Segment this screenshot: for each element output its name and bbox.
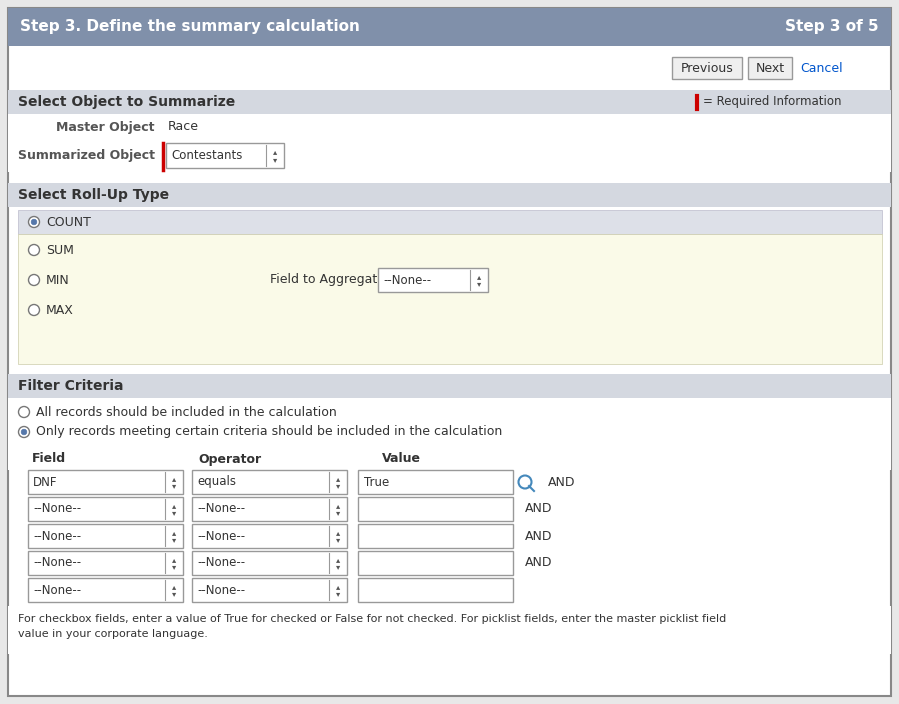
Text: Master Object: Master Object — [57, 120, 155, 134]
Text: ▴
▾: ▴ ▾ — [172, 528, 176, 544]
Text: All records should be included in the calculation: All records should be included in the ca… — [36, 406, 337, 418]
Bar — [8, 398, 891, 448]
Text: Step 3 of 5: Step 3 of 5 — [786, 20, 879, 34]
Text: COUNT: COUNT — [46, 215, 91, 229]
Text: Cancel: Cancel — [800, 61, 842, 75]
Circle shape — [29, 275, 40, 286]
Text: --None--: --None-- — [197, 584, 245, 596]
Bar — [192, 551, 347, 575]
Text: --None--: --None-- — [197, 529, 245, 543]
Text: AND: AND — [525, 529, 553, 543]
Bar — [28, 497, 183, 521]
Text: ▴
▾: ▴ ▾ — [336, 501, 340, 517]
Circle shape — [31, 219, 37, 225]
Circle shape — [29, 244, 40, 256]
Text: ▴
▾: ▴ ▾ — [336, 474, 340, 490]
Circle shape — [19, 406, 30, 417]
Text: MIN: MIN — [46, 273, 70, 287]
Text: Next: Next — [755, 61, 785, 75]
Bar — [18, 210, 882, 234]
Bar — [8, 183, 891, 207]
Text: Step 3. Define the summary calculation: Step 3. Define the summary calculation — [20, 20, 360, 34]
Text: Summarized Object: Summarized Object — [18, 149, 155, 163]
Text: ▴
▾: ▴ ▾ — [172, 555, 176, 572]
Bar — [358, 578, 513, 602]
Text: Filter Criteria: Filter Criteria — [18, 379, 123, 393]
Bar — [8, 8, 891, 46]
Text: True: True — [364, 475, 389, 489]
Text: Field to Aggregate: Field to Aggregate — [270, 273, 385, 287]
Circle shape — [22, 429, 27, 435]
Bar — [8, 448, 891, 470]
Bar — [8, 140, 891, 172]
Text: = Required Information: = Required Information — [703, 96, 841, 108]
Text: ▴
▾: ▴ ▾ — [336, 528, 340, 544]
Bar — [358, 470, 513, 494]
Bar — [358, 551, 513, 575]
Circle shape — [29, 217, 40, 227]
Text: For checkbox fields, enter a value of True for checked or False for not checked.: For checkbox fields, enter a value of Tr… — [18, 614, 726, 624]
Circle shape — [29, 305, 40, 315]
Text: ▴
▾: ▴ ▾ — [172, 474, 176, 490]
Text: Only records meeting certain criteria should be included in the calculation: Only records meeting certain criteria sh… — [36, 425, 503, 439]
Text: ▴
▾: ▴ ▾ — [172, 582, 176, 598]
Bar — [358, 524, 513, 548]
Text: --None--: --None-- — [33, 503, 81, 515]
Bar — [672, 57, 742, 79]
Text: MAX: MAX — [46, 303, 74, 317]
Text: --None--: --None-- — [197, 556, 245, 570]
Bar — [18, 234, 882, 364]
Text: AND: AND — [548, 475, 575, 489]
Text: Operator: Operator — [198, 453, 261, 465]
Bar — [192, 524, 347, 548]
Bar — [28, 524, 183, 548]
Bar — [166, 143, 284, 168]
Bar — [192, 497, 347, 521]
Text: value in your corporate language.: value in your corporate language. — [18, 629, 208, 639]
Text: --None--: --None-- — [33, 584, 81, 596]
Bar — [8, 606, 891, 654]
Text: DNF: DNF — [33, 475, 58, 489]
Text: Select Object to Summarize: Select Object to Summarize — [18, 95, 236, 109]
Bar — [28, 551, 183, 575]
Text: ▴
▾: ▴ ▾ — [336, 582, 340, 598]
Text: Field: Field — [32, 453, 67, 465]
Bar — [28, 470, 183, 494]
Text: --None--: --None-- — [383, 273, 432, 287]
Text: ▴
▾: ▴ ▾ — [336, 555, 340, 572]
Text: --None--: --None-- — [33, 556, 81, 570]
Bar — [748, 57, 792, 79]
Text: ▴
▾: ▴ ▾ — [273, 147, 277, 164]
Text: Select Roll-Up Type: Select Roll-Up Type — [18, 188, 169, 202]
Text: --None--: --None-- — [33, 529, 81, 543]
Text: AND: AND — [525, 556, 553, 570]
Text: equals: equals — [197, 475, 236, 489]
Text: ▴
▾: ▴ ▾ — [172, 501, 176, 517]
Circle shape — [19, 427, 30, 437]
Text: Value: Value — [382, 453, 421, 465]
Bar — [8, 90, 891, 114]
Bar — [8, 114, 891, 140]
Text: Previous: Previous — [681, 61, 734, 75]
Text: Race: Race — [168, 120, 199, 134]
Text: SUM: SUM — [46, 244, 74, 256]
Bar — [28, 578, 183, 602]
Text: AND: AND — [525, 503, 553, 515]
Bar — [378, 268, 488, 292]
Bar — [358, 497, 513, 521]
Text: Contestants: Contestants — [171, 149, 243, 162]
Text: ▴
▾: ▴ ▾ — [476, 272, 481, 289]
Bar — [192, 578, 347, 602]
Text: --None--: --None-- — [197, 503, 245, 515]
Bar — [192, 470, 347, 494]
Bar — [8, 374, 891, 398]
